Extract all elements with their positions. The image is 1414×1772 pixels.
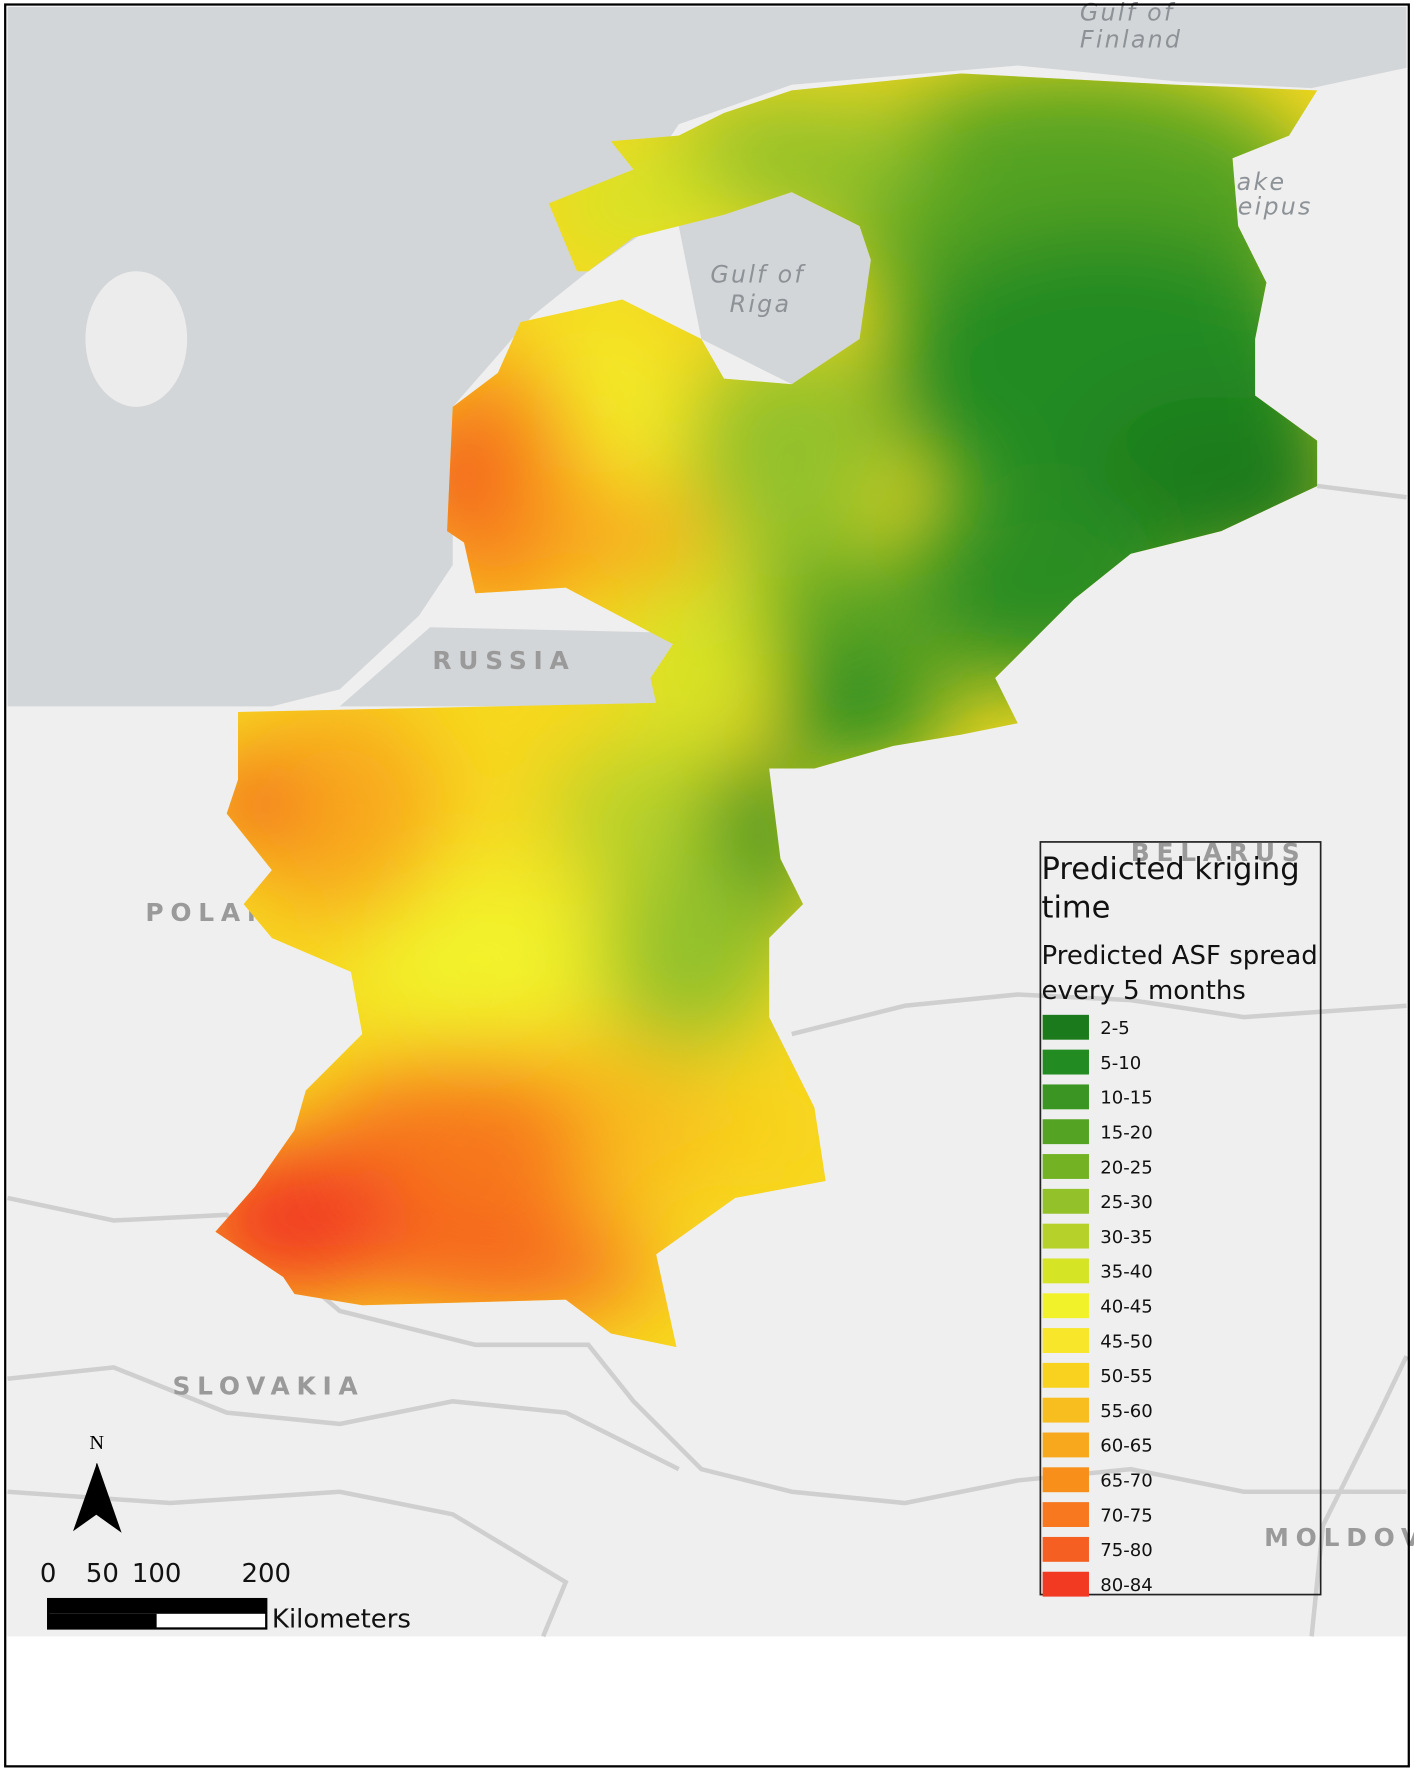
frame	[4, 3, 1410, 1768]
scale-bar: 0 50 100 200 Kilometers	[40, 1559, 411, 1634]
legend-label: 50-55	[1100, 1366, 1153, 1387]
scale-tick-label: 100	[132, 1559, 182, 1589]
north-arrow: N	[73, 1432, 122, 1533]
legend-swatch	[1042, 1154, 1089, 1179]
legend-swatch	[1042, 1536, 1089, 1562]
legend-swatch	[1042, 1362, 1089, 1388]
legend-swatch	[1042, 1188, 1089, 1214]
scale-tick-label: 0	[40, 1559, 57, 1589]
scale-segment	[48, 1613, 157, 1629]
scale-unit: Kilometers	[272, 1604, 411, 1634]
place-label: SLOVAKIA	[172, 1372, 364, 1401]
legend-label: 65-70	[1100, 1471, 1153, 1492]
legend-label: 25-30	[1100, 1192, 1153, 1213]
place-label: Finland	[1080, 25, 1182, 53]
legend-swatch	[1042, 1328, 1089, 1353]
legend-swatch	[1042, 1014, 1089, 1040]
legend-label: 55-60	[1100, 1401, 1153, 1422]
legend-swatch	[1042, 1258, 1089, 1284]
scale-tick-label: 50	[86, 1559, 119, 1589]
place-label: RUSSIA	[432, 646, 575, 675]
legend-label: 35-40	[1100, 1262, 1153, 1283]
legend-label: 45-50	[1100, 1331, 1153, 1352]
legend-swatch	[1042, 1571, 1089, 1597]
legend: Predicted kriging time Predicted ASF spre…	[1039, 841, 1322, 1597]
legend-items: 2-5 5-10 10-15 15-20 20-25 25-30 30-35 35-40 40-…	[1042, 1014, 1153, 1597]
legend-label: 30-35	[1100, 1227, 1153, 1248]
legend-subtitle: Predicted ASF spread every 5 months	[1042, 941, 1318, 1006]
place-label: BELARUS	[1131, 838, 1307, 867]
legend-swatch	[1042, 1502, 1089, 1527]
legend-box	[1039, 841, 1322, 1596]
scale-ticks: 0 50 100 200	[40, 1559, 291, 1589]
sea	[7, 6, 1407, 707]
island	[85, 271, 188, 407]
arrow-left	[73, 1463, 97, 1532]
place-label: Gulf of	[710, 261, 806, 289]
legend-label: 15-20	[1100, 1122, 1153, 1143]
north-label: N	[89, 1432, 104, 1454]
legend-label: 10-15	[1100, 1088, 1153, 1109]
legend-swatch	[1042, 1397, 1089, 1423]
legend-swatch	[1042, 1467, 1089, 1493]
legend-label: 70-75	[1100, 1505, 1153, 1526]
legend-label: 2-5	[1100, 1018, 1130, 1039]
arrow-right	[96, 1463, 122, 1533]
lagoon	[339, 627, 679, 707]
legend-label: 80-84	[1100, 1575, 1153, 1596]
legend-swatch	[1042, 1049, 1089, 1075]
scale-tick-label: 200	[241, 1559, 291, 1589]
scale-segment	[48, 1599, 267, 1614]
legend-swatch	[1042, 1119, 1089, 1145]
legend-label: 40-45	[1100, 1297, 1153, 1318]
legend-swatch	[1042, 1432, 1089, 1458]
legend-swatch	[1042, 1293, 1089, 1319]
legend-title: Predicted kriging time	[1042, 852, 1300, 925]
legend-label: 5-10	[1100, 1053, 1141, 1074]
place-label: Riga	[730, 290, 792, 318]
legend-label: 60-65	[1100, 1436, 1153, 1457]
legend-swatch	[1042, 1084, 1089, 1110]
legend-label: 20-25	[1100, 1157, 1153, 1178]
legend-label: 75-80	[1100, 1540, 1153, 1561]
legend-swatch	[1042, 1223, 1089, 1249]
place-label: MOLDOVA	[1264, 1523, 1414, 1552]
